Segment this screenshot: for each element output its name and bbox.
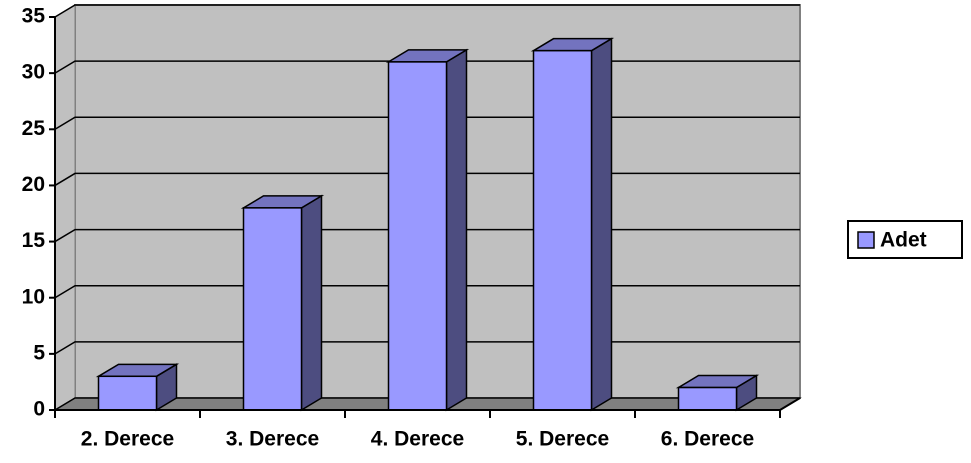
bar xyxy=(95,362,180,412)
legend-swatch xyxy=(857,231,875,249)
bar-side xyxy=(590,37,613,412)
y-tick-label: 0 xyxy=(33,398,45,421)
legend-label: Adet xyxy=(880,229,927,252)
floor-edge xyxy=(779,397,801,411)
y-tick-label: 20 xyxy=(22,173,45,196)
y-tick-label: 15 xyxy=(22,229,46,252)
bar-side xyxy=(300,194,323,412)
y-tick-label: 30 xyxy=(22,61,45,84)
bar xyxy=(240,194,325,412)
bar xyxy=(530,37,615,412)
side-wall xyxy=(54,4,76,411)
bar-front xyxy=(532,49,593,411)
x-tick-label: 4. Derece xyxy=(371,428,464,451)
y-tick-label: 5 xyxy=(33,341,45,364)
bar-front xyxy=(387,61,448,411)
x-tick-label: 5. Derece xyxy=(516,428,609,451)
bar-side xyxy=(445,48,468,412)
y-tick-label: 25 xyxy=(22,117,46,140)
x-tick-label: 3. Derece xyxy=(226,428,319,451)
bar xyxy=(675,374,760,412)
grid-line xyxy=(54,4,800,18)
bar-front xyxy=(677,386,738,411)
x-tick-label: 2. Derece xyxy=(81,428,174,451)
bar-front xyxy=(242,207,303,411)
bar-front xyxy=(97,375,158,411)
x-tick-label: 6. Derece xyxy=(661,428,754,451)
bar xyxy=(385,48,470,412)
y-tick-label: 10 xyxy=(22,285,45,308)
y-tick-label: 35 xyxy=(22,5,46,28)
